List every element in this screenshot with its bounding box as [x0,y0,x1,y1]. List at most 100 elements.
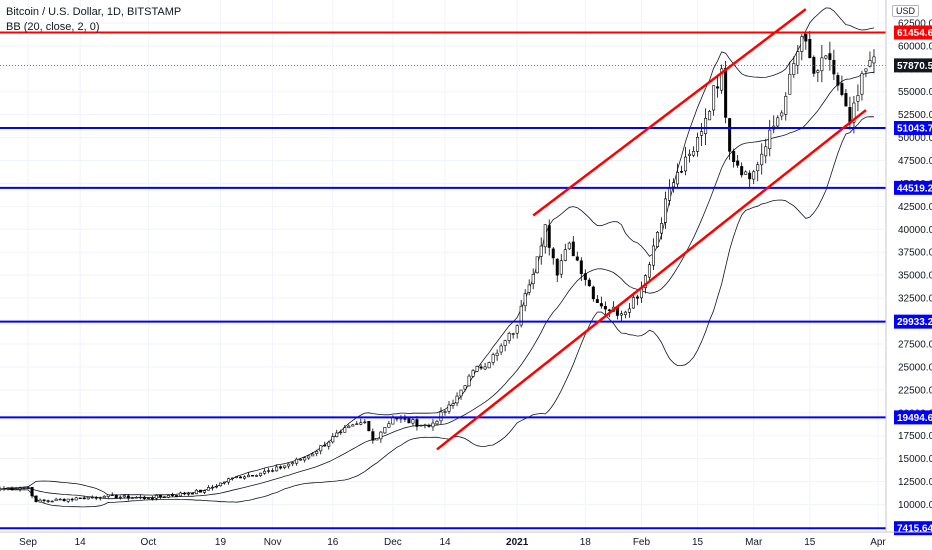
candle [463,385,467,390]
candle [26,486,30,489]
candle [720,68,724,91]
candle [154,495,158,499]
candle [744,171,748,175]
candle [531,274,535,285]
candle [668,187,672,201]
candle [575,256,579,261]
candle [844,93,848,107]
candle [519,305,523,326]
price-tick-label: 32500.00 [898,294,932,305]
trend-channel-line[interactable] [532,8,807,217]
candle [22,486,26,489]
candle [50,500,54,503]
candle [379,431,383,440]
price-tick-label: 62500.00 [898,18,932,29]
candle [587,279,591,287]
candle [599,303,603,307]
candle [864,68,868,72]
candle [647,264,651,278]
candle [194,489,198,495]
price-tick-label: 22500.00 [898,385,932,396]
candle [820,57,824,72]
candle [54,498,58,502]
level-tag[interactable] [894,314,932,329]
candle [239,476,243,479]
candle [752,171,756,180]
candle [816,70,820,73]
trend-channel-line[interactable] [436,109,867,451]
candle [138,496,142,499]
candle [583,273,587,280]
currency-label[interactable]: USD [891,5,919,17]
candle [639,288,643,299]
bollinger-basis-line [0,71,875,500]
candle [836,75,840,86]
candle [527,284,531,293]
candle [780,112,784,117]
time-tick-label: Mar [745,537,763,548]
candle [347,425,351,429]
candle [291,462,295,465]
candle [547,225,551,248]
indicator-label[interactable]: BB (20, close, 2, 0) [6,21,100,33]
candle [170,494,174,496]
level-tag[interactable] [894,25,932,40]
candle [607,309,611,312]
candle [70,498,74,501]
candle [255,475,259,477]
level-tag[interactable] [894,180,932,195]
price-tick-label: 60000.00 [898,41,932,52]
candle [623,311,627,315]
candle [627,308,631,313]
candle [832,59,836,75]
time-tick-label: 14 [439,537,451,548]
candle [279,466,283,469]
candle [663,198,668,223]
price-tick-label: 10000.00 [898,500,932,511]
candle [483,366,487,370]
level-tag-label: 61454.68 [897,28,932,39]
candle [700,131,704,136]
candle [162,496,166,498]
symbol-title[interactable]: Bitcoin / U.S. Dollar, 1D, BITSTAMP [6,6,182,18]
candle [479,366,483,369]
bollinger-upper-band [0,7,875,496]
candle [158,495,162,497]
candle [367,421,371,432]
level-tag[interactable] [894,410,932,425]
price-axis[interactable] [886,0,932,550]
candle [118,496,122,499]
candle [311,453,315,457]
candle [459,389,463,397]
candle [206,487,210,491]
candle [768,129,772,150]
candle [688,153,692,156]
candle [86,496,90,500]
price-tick-label: 40000.00 [898,225,932,236]
candle [235,476,239,478]
price-tick-label: 27500.00 [898,339,932,350]
candle [30,486,34,497]
candle [186,493,190,495]
candle [146,497,150,500]
level-tag-label: 29933.24 [897,317,932,328]
candle [371,431,375,441]
last-price-tag[interactable] [894,58,932,73]
candle [190,493,194,495]
level-tag[interactable] [894,121,932,136]
candle [419,425,423,427]
candle [511,333,515,335]
candle [860,73,864,95]
candle [134,497,138,499]
last-price-tag-label: 57870.53 [897,61,932,72]
candle [383,427,387,434]
candle [724,67,728,118]
candle [351,424,355,427]
candle [415,419,419,427]
time-tick-label: 16 [327,537,339,548]
candle [355,423,359,425]
candle [331,436,335,443]
candle [218,482,223,487]
